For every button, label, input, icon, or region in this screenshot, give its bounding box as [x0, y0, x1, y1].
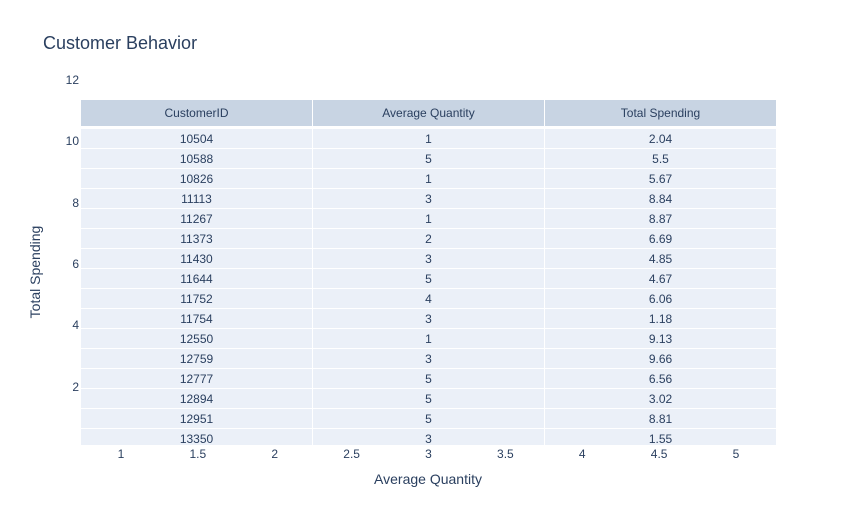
- y-tick-label: 4: [72, 318, 79, 333]
- table-row: 11267 1 8.87: [81, 209, 776, 229]
- column-header[interactable]: Average Quantity: [313, 100, 545, 127]
- table-row: 12759 3 9.66: [81, 349, 776, 369]
- table-cell: 11754: [81, 309, 313, 329]
- table-cell: 12759: [81, 349, 313, 369]
- y-tick-label: 6: [72, 257, 79, 271]
- table-cell: 11113: [81, 189, 313, 209]
- table-header: CustomerID Average Quantity Total Spending: [81, 100, 776, 127]
- table-cell: 12894: [81, 389, 313, 409]
- x-tick-label: 1: [117, 447, 125, 461]
- table-row: 12951 5 8.81: [81, 409, 776, 429]
- table-cell: 11430: [81, 249, 313, 269]
- table-cell: 3: [313, 309, 545, 329]
- table-cell: 3.02: [545, 389, 776, 409]
- table-row: 12894 5 3.02: [81, 389, 776, 409]
- table-cell: 3: [313, 429, 545, 445]
- table-row: 12550 1 9.13: [81, 329, 776, 349]
- table-cell: 3: [313, 349, 545, 369]
- table-cell: 5.5: [545, 149, 776, 169]
- table-cell: 6.06: [545, 289, 776, 309]
- table-row: 10504 1 2.04: [81, 129, 776, 149]
- y-tick-label: 8: [72, 195, 79, 210]
- x-axis-title: Average Quantity: [374, 471, 482, 487]
- table-cell: 4.85: [545, 249, 776, 269]
- table-cell: 3: [313, 189, 545, 209]
- table-cell: 5: [313, 369, 545, 389]
- table-cell: 5: [313, 409, 545, 429]
- table-cell: 9.13: [545, 329, 776, 349]
- table-row: 11430 3 4.85: [81, 249, 776, 269]
- table-cell: 8.87: [545, 209, 776, 229]
- table-cell: 3: [313, 249, 545, 269]
- table-row: 11373 2 6.69: [81, 229, 776, 249]
- table-cell: 1: [313, 169, 545, 189]
- table-row: 13350 3 1.55: [81, 429, 776, 445]
- column-header[interactable]: CustomerID: [81, 100, 313, 127]
- table-cell: 8.81: [545, 409, 776, 429]
- table-cell: 11644: [81, 269, 313, 289]
- table-cell: 1: [313, 209, 545, 229]
- table-row: 12777 5 6.56: [81, 369, 776, 389]
- table-cell: 10826: [81, 169, 313, 189]
- table-cell: 12550: [81, 329, 313, 349]
- table-cell: 9.66: [545, 349, 776, 369]
- table-cell: 4: [313, 289, 545, 309]
- table-cell: 5.67: [545, 169, 776, 189]
- table-cell: 11752: [81, 289, 313, 309]
- x-tick-label: 4: [578, 447, 586, 461]
- x-tick-label: 4.5: [650, 447, 668, 461]
- y-tick-label: 2: [72, 379, 79, 394]
- table-cell: 4.67: [545, 269, 776, 289]
- table-row: 10826 1 5.67: [81, 169, 776, 189]
- x-tick-label: 2: [271, 447, 279, 461]
- table-cell: 5: [313, 389, 545, 409]
- table-cell: 6.69: [545, 229, 776, 249]
- table-cell: 10504: [81, 129, 313, 149]
- x-tick-label: 3.5: [497, 447, 514, 461]
- table-row: 11752 4 6.06: [81, 289, 776, 309]
- table-cell: 1.18: [545, 309, 776, 329]
- table-cell: 8.84: [545, 189, 776, 209]
- column-header[interactable]: Total Spending: [545, 100, 776, 127]
- table-cell: 12777: [81, 369, 313, 389]
- x-tick-label: 5: [732, 447, 740, 461]
- data-table[interactable]: CustomerID Average Quantity Total Spending…: [81, 100, 776, 445]
- table-cell: 2.04: [545, 129, 776, 149]
- table-row: 11754 3 1.18: [81, 309, 776, 329]
- y-tick-label: 12: [65, 73, 79, 87]
- table-cell: 6.56: [545, 369, 776, 389]
- y-axis-title: Total Spending: [27, 225, 43, 319]
- table-cell: 13350: [81, 429, 313, 445]
- table-row: 11113 3 8.84: [81, 189, 776, 209]
- table-body: 10504 1 2.04 10588 5 5.5 10826 1 5.67 11113 3 8.84 1…: [81, 129, 776, 445]
- table-row: 11644 5 4.67: [81, 269, 776, 289]
- chart-title: Customer Behavior: [43, 33, 198, 53]
- table-cell: 5: [313, 269, 545, 289]
- table-cell: 1.55: [545, 429, 776, 445]
- table-cell: 2: [313, 229, 545, 249]
- x-tick-label: 3: [425, 447, 432, 461]
- table-cell: 5: [313, 149, 545, 169]
- table-cell: 11267: [81, 209, 313, 229]
- y-tick-label: 10: [65, 134, 79, 149]
- table-cell: 12951: [81, 409, 313, 429]
- table-cell: 1: [313, 129, 545, 149]
- table-row: 10588 5 5.5: [81, 149, 776, 169]
- x-tick-label: 1.5: [189, 447, 207, 461]
- table-cell: 11373: [81, 229, 313, 249]
- x-tick-label: 2.5: [343, 447, 360, 461]
- table-cell: 1: [313, 329, 545, 349]
- table-cell: 10588: [81, 149, 313, 169]
